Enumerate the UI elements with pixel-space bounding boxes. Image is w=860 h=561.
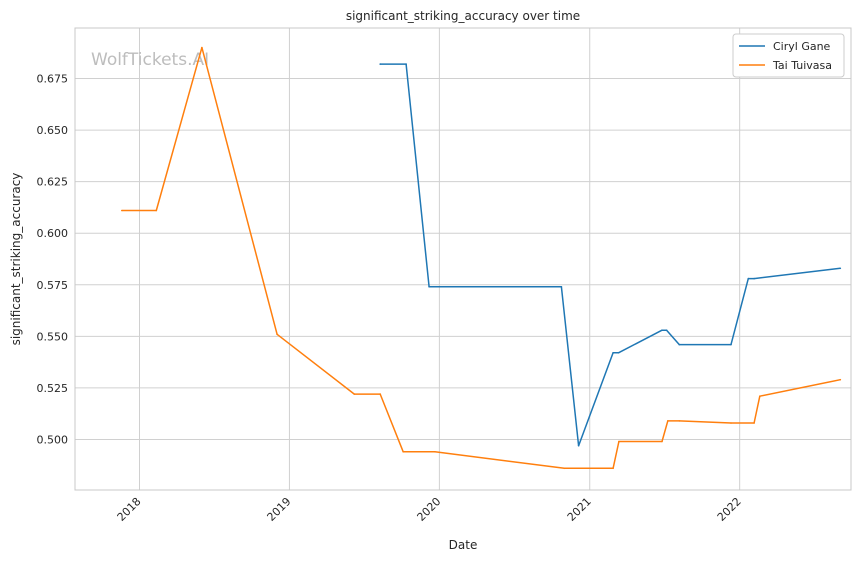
- data-point-tai-tuivasa: [276, 333, 278, 336]
- legend-label-ciryl-gane: Ciryl Gane: [773, 40, 831, 53]
- data-point-ciryl-gane: [678, 343, 681, 346]
- data-point-tai-tuivasa: [730, 422, 732, 424]
- x-tick-label: 2021: [565, 495, 594, 524]
- data-point-tai-tuivasa: [353, 393, 356, 395]
- y-tick-label: 0.575: [37, 279, 69, 292]
- x-tick-label: 2019: [265, 495, 294, 524]
- data-point-tai-tuivasa: [839, 378, 842, 381]
- plot-frame: [74, 27, 852, 491]
- y-tick-label: 0.500: [37, 433, 69, 446]
- y-tick-label: 0.675: [37, 73, 69, 86]
- data-point-tai-tuivasa: [563, 467, 566, 470]
- x-tick-label: 2020: [415, 495, 444, 524]
- data-point-ciryl-gane: [379, 63, 382, 65]
- x-tick-label: 2018: [115, 495, 144, 524]
- data-point-tai-tuivasa: [661, 440, 663, 443]
- x-axis-title: Date: [449, 538, 478, 552]
- legend: Ciryl Gane Tai Tuivasa: [732, 33, 845, 78]
- data-point-ciryl-gane: [839, 267, 842, 270]
- data-point-ciryl-gane: [405, 63, 407, 65]
- data-point-tai-tuivasa: [618, 440, 620, 443]
- legend-label-tai-tuivasa: Tai Tuivasa: [772, 59, 832, 72]
- data-point-tai-tuivasa: [753, 422, 755, 424]
- data-point-ciryl-gane: [428, 286, 430, 288]
- data-point-tai-tuivasa: [434, 451, 436, 453]
- data-point-ciryl-gane: [612, 352, 614, 354]
- y-tick-label: 0.650: [37, 124, 69, 137]
- data-point-ciryl-gane: [617, 352, 620, 354]
- data-point-tai-tuivasa: [155, 209, 158, 212]
- y-tick-label: 0.625: [37, 176, 69, 189]
- data-point-ciryl-gane: [747, 277, 750, 280]
- data-point-ciryl-gane: [730, 343, 732, 346]
- data-point-ciryl-gane: [560, 286, 563, 288]
- series-line-ciryl-gane: [380, 63, 841, 447]
- watermark-text: WolfTickets.AI: [91, 50, 209, 70]
- data-point-tai-tuivasa: [759, 395, 761, 398]
- data-point-ciryl-gane: [661, 329, 663, 332]
- y-axis-title: significant_striking_accuracy: [9, 173, 23, 346]
- data-point-tai-tuivasa: [678, 420, 681, 422]
- y-tick-label: 0.550: [37, 330, 69, 343]
- series-layer: [121, 46, 842, 470]
- data-point-ciryl-gane: [665, 329, 668, 332]
- data-point-tai-tuivasa: [121, 209, 123, 212]
- x-axis-ticks: 2018 2019 2020 2021 2022: [115, 495, 744, 524]
- grid: [75, 28, 851, 490]
- data-point-ciryl-gane: [577, 444, 580, 447]
- y-tick-label: 0.600: [37, 227, 69, 240]
- data-point-ciryl-gane: [753, 277, 755, 280]
- y-tick-label: 0.525: [37, 382, 69, 395]
- data-point-tai-tuivasa: [402, 451, 405, 453]
- data-point-tai-tuivasa: [667, 420, 669, 422]
- x-tick-label: 2022: [715, 495, 744, 524]
- data-point-tai-tuivasa: [201, 46, 203, 49]
- legend-box: [732, 33, 845, 78]
- y-axis-ticks: 0.500 0.525 0.550 0.575 0.600 0.625 0.650 0.675: [37, 73, 69, 447]
- chart-title: significant_striking_accuracy over time: [346, 9, 580, 23]
- series-line-tai-tuivasa: [121, 46, 841, 470]
- data-point-tai-tuivasa: [612, 467, 614, 470]
- data-point-tai-tuivasa: [379, 393, 382, 395]
